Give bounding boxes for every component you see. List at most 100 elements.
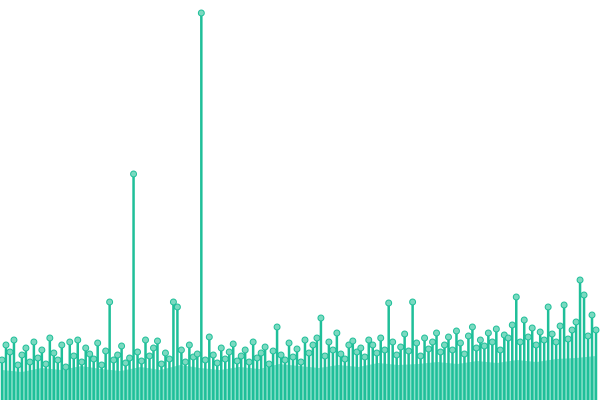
- marker: [480, 342, 488, 350]
- marker: [468, 323, 476, 331]
- marker: [337, 350, 345, 358]
- marker: [42, 360, 50, 368]
- marker: [58, 341, 66, 349]
- marker: [544, 303, 552, 311]
- marker: [82, 344, 90, 352]
- marker: [197, 9, 205, 17]
- marker: [38, 346, 46, 354]
- marker: [456, 339, 464, 347]
- marker: [369, 341, 377, 349]
- marker: [572, 318, 580, 326]
- marker: [417, 352, 425, 360]
- marker: [157, 360, 165, 368]
- marker: [134, 348, 142, 356]
- marker: [556, 322, 564, 330]
- marker: [110, 356, 118, 364]
- marker: [349, 337, 357, 345]
- marker: [305, 349, 313, 357]
- marker: [78, 358, 86, 366]
- marker: [66, 338, 74, 346]
- marker: [149, 344, 157, 352]
- marker: [484, 329, 492, 337]
- marker: [464, 332, 472, 340]
- marker: [365, 336, 373, 344]
- marker: [213, 359, 221, 367]
- marker: [185, 341, 193, 349]
- marker: [209, 351, 217, 359]
- marker: [146, 352, 154, 360]
- marker: [448, 346, 456, 354]
- marker: [257, 349, 265, 357]
- marker: [102, 347, 110, 355]
- marker: [22, 344, 30, 352]
- marker: [373, 349, 381, 357]
- marker: [293, 345, 301, 353]
- marker: [122, 359, 130, 367]
- marker: [460, 350, 468, 358]
- marker: [181, 358, 189, 366]
- marker: [2, 341, 10, 349]
- marker: [576, 276, 584, 284]
- marker: [241, 346, 249, 354]
- marker: [161, 349, 169, 357]
- marker: [397, 343, 405, 351]
- marker: [30, 338, 38, 346]
- marker: [253, 354, 261, 362]
- marker: [177, 346, 185, 354]
- marker: [98, 361, 106, 369]
- marker: [277, 351, 285, 359]
- marker: [536, 328, 544, 336]
- marker: [114, 351, 122, 359]
- marker: [225, 348, 233, 356]
- marker: [381, 346, 389, 354]
- marker: [413, 339, 421, 347]
- marker: [520, 316, 528, 324]
- marker: [6, 348, 14, 356]
- marker: [444, 333, 452, 341]
- marker: [130, 170, 138, 178]
- marker: [289, 353, 297, 361]
- marker: [265, 360, 273, 368]
- marker: [165, 355, 173, 363]
- marker: [361, 353, 369, 361]
- marker: [325, 338, 333, 346]
- marker: [217, 344, 225, 352]
- marker: [437, 348, 445, 356]
- marker: [329, 346, 337, 354]
- marker: [389, 338, 397, 346]
- marker: [429, 338, 437, 346]
- marker: [476, 336, 484, 344]
- marker: [14, 361, 22, 369]
- marker: [54, 356, 62, 364]
- marker: [313, 334, 321, 342]
- marker: [421, 334, 429, 342]
- marker: [201, 356, 209, 364]
- marker: [401, 330, 409, 338]
- marker: [548, 330, 556, 338]
- marker: [496, 346, 504, 354]
- marker: [528, 324, 536, 332]
- marker: [584, 332, 592, 340]
- marker: [193, 350, 201, 358]
- marker: [472, 344, 480, 352]
- marker: [285, 339, 293, 347]
- marker: [221, 355, 229, 363]
- marker: [405, 347, 413, 355]
- marker: [273, 323, 281, 331]
- marker: [580, 291, 588, 299]
- marker: [321, 352, 329, 360]
- marker: [393, 351, 401, 359]
- marker: [540, 336, 548, 344]
- marker: [425, 345, 433, 353]
- marker: [353, 348, 361, 356]
- marker: [126, 354, 134, 362]
- marker: [50, 349, 58, 357]
- marker: [357, 344, 365, 352]
- marker: [301, 336, 309, 344]
- marker: [26, 358, 34, 366]
- marker: [309, 341, 317, 349]
- marker: [10, 336, 18, 344]
- marker: [552, 338, 560, 346]
- marker: [229, 340, 237, 348]
- marker: [169, 298, 177, 306]
